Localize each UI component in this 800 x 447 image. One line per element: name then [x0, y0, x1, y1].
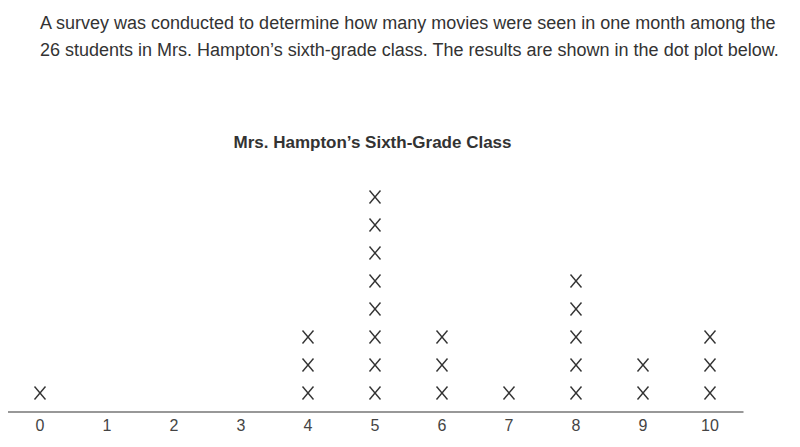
html-text:Mrs. Hampton’s Sixth-Grade Cla: Mrs. Hampton’s Sixth-Grade Class: [233, 133, 512, 152]
svg-text:8: 8: [572, 417, 581, 434]
svg-text:3: 3: [237, 417, 246, 434]
svg-text:6: 6: [438, 417, 447, 434]
svg-text:10: 10: [701, 417, 719, 434]
svg-text:1: 1: [103, 417, 112, 434]
html-text:A survey was conducted to dete: A survey was conducted to determine how …: [40, 13, 779, 60]
svg-text:0: 0: [36, 417, 45, 434]
svg-text:9: 9: [639, 417, 648, 434]
svg-text:5: 5: [371, 417, 380, 434]
svg-text:2: 2: [170, 417, 179, 434]
svg-text:4: 4: [304, 417, 313, 434]
svg-text:7: 7: [505, 417, 514, 434]
